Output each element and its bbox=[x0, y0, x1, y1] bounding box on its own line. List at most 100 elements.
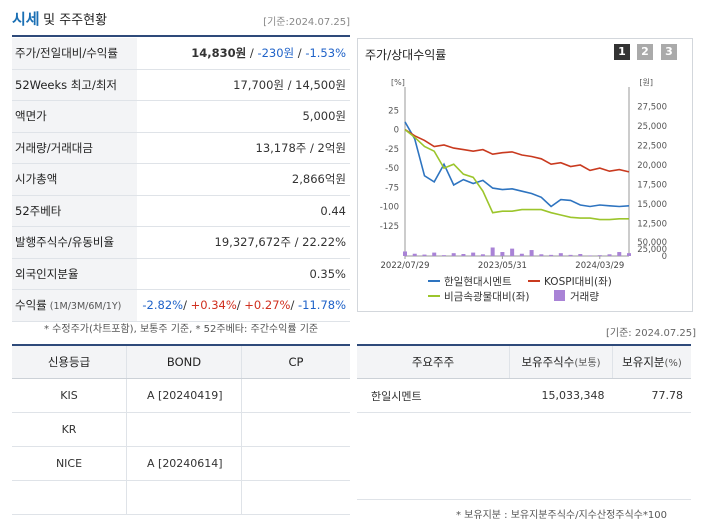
volume-bar bbox=[422, 254, 427, 256]
volume-bar bbox=[510, 248, 515, 256]
market-row: 52Weeks 최고/최저 17,700원 / 14,500원 bbox=[12, 69, 350, 101]
market-row-value: 0.44 bbox=[137, 195, 350, 227]
credit-col-bond: BOND bbox=[126, 346, 242, 379]
right-axis-unit: [원] bbox=[639, 78, 653, 87]
chart-page-3-button[interactable]: 3 bbox=[661, 44, 677, 60]
price-return-chart: [%] [원] 25 0 -25 -50 -75 -100 -125 27,500 25,000 22… bbox=[380, 78, 667, 303]
volume-bar bbox=[539, 254, 544, 256]
holder-row: 한일시멘트 15,033,348 77.78 bbox=[357, 378, 691, 413]
left-tick-label: 25 bbox=[388, 106, 399, 116]
volume-bar bbox=[568, 254, 573, 256]
market-info-table: 주가/전일대비/수익률 14,830원 / -230원 / -1.53% 52Wee… bbox=[12, 38, 350, 322]
credit-agency bbox=[12, 480, 127, 515]
volume-tick-label: 25,000 bbox=[637, 245, 667, 255]
market-row-label-text: 외국인지분율 bbox=[15, 266, 79, 281]
market-row-label-text: 52주베타 bbox=[15, 203, 62, 218]
right-tick-label: 22,500 bbox=[637, 142, 667, 152]
chart-page-2-button[interactable]: 2 bbox=[637, 44, 653, 60]
market-row-label: 52주베타 bbox=[12, 195, 137, 227]
volume-bar bbox=[617, 252, 622, 256]
market-row: 수익률 (1M/3M/6M/1Y) -2.82%/ +0.34%/ +0.27%/… bbox=[12, 289, 350, 322]
market-value-part: -11.78% bbox=[298, 298, 346, 313]
credit-rule bbox=[12, 344, 350, 346]
market-row-label: 거래량/거래대금 bbox=[12, 132, 137, 164]
chart-title: 주가/상대수익률 bbox=[365, 48, 447, 62]
market-value-part: 0.35% bbox=[309, 266, 346, 281]
left-tick-label: 0 bbox=[394, 126, 399, 136]
market-row-label-text: 거래량/거래대금 bbox=[15, 140, 93, 155]
volume-tick-label: 50,000 bbox=[637, 238, 667, 248]
market-row-value: -2.82%/ +0.34%/ +0.27%/ -11.78% bbox=[137, 289, 350, 322]
holder-date: [기준: 2024.07.25] bbox=[606, 328, 697, 339]
left-tick-label: -100 bbox=[380, 203, 399, 213]
volume-bar bbox=[597, 255, 602, 256]
market-value-part: +0.34% bbox=[190, 298, 237, 313]
holder-table-filler bbox=[357, 408, 691, 500]
legend-label: 거래량 bbox=[570, 291, 599, 303]
holder-name: 한일시멘트 bbox=[357, 378, 510, 413]
left-tick-label: -50 bbox=[385, 164, 399, 174]
market-row-value: 17,700원 / 14,500원 bbox=[137, 69, 350, 101]
market-row-label: 액면가 bbox=[12, 100, 137, 133]
holder-col-pct-label: 보유지분 bbox=[622, 355, 665, 369]
volume-tick-label: 0 bbox=[662, 252, 667, 262]
volume-bar bbox=[412, 253, 417, 256]
volume-bar bbox=[432, 252, 437, 256]
x-tick-label: 2023/05/31 bbox=[478, 261, 527, 271]
credit-agency: KR bbox=[12, 412, 127, 447]
right-tick-label: 27,500 bbox=[637, 103, 667, 113]
market-row: 외국인지분율 0.35% bbox=[12, 258, 350, 290]
market-row-label-text: 수익률 bbox=[15, 298, 47, 313]
market-row-label-text: 액면가 bbox=[15, 109, 47, 124]
chart-page-1-button[interactable]: 1 bbox=[614, 44, 630, 60]
market-value-part: +0.27% bbox=[244, 298, 291, 313]
market-row-value: 5,000원 bbox=[137, 100, 350, 133]
bond-rating bbox=[126, 412, 242, 447]
holder-shares: 15,033,348 bbox=[509, 378, 613, 413]
series-line bbox=[404, 121, 630, 208]
credit-row: NICE A [20240614] bbox=[12, 446, 350, 481]
market-row-value: 13,178주 / 2억원 bbox=[137, 132, 350, 164]
x-tick-label: 2022/07/29 bbox=[381, 261, 430, 271]
volume-bar bbox=[558, 253, 563, 256]
left-tick-label: -125 bbox=[380, 222, 399, 232]
reference-date: [기준:2024.07.25] bbox=[263, 17, 350, 28]
right-tick-label: 15,000 bbox=[637, 200, 667, 210]
market-value-part: / bbox=[246, 46, 258, 61]
market-value-part: 0.44 bbox=[320, 203, 346, 218]
holder-col-pct-sub: (%) bbox=[664, 358, 682, 369]
market-value-part: / bbox=[294, 46, 306, 61]
volume-bar bbox=[441, 255, 446, 256]
market-row-label: 시가총액 bbox=[12, 163, 137, 196]
bond-rating bbox=[126, 480, 242, 515]
credit-col-rating: 신용등급 bbox=[12, 346, 127, 379]
volume-bar bbox=[480, 254, 485, 256]
credit-row: KIS A [20240419] bbox=[12, 378, 350, 413]
credit-row bbox=[12, 480, 350, 515]
legend-label: 한일현대시멘트 bbox=[444, 275, 512, 288]
volume-bar bbox=[627, 253, 631, 256]
right-tick-label: 20,000 bbox=[637, 161, 667, 171]
market-value-part: -2.82% bbox=[142, 298, 184, 313]
holder-footnote: * 보유지분 : 보유지분주식수/지수산정주식수*100 bbox=[456, 510, 667, 521]
holder-col-pct: 보유지분(%) bbox=[612, 346, 691, 379]
section-header: 시세 및 주주현황 [기준:2024.07.25] bbox=[12, 8, 350, 30]
market-row: 발행주식수/유동비율 19,327,672주 / 22.22% bbox=[12, 226, 350, 259]
cp-rating bbox=[241, 378, 350, 413]
market-row-value: 14,830원 / -230원 / -1.53% bbox=[137, 38, 350, 70]
market-row-label-text: 시가총액 bbox=[15, 172, 58, 187]
credit-agency: NICE bbox=[12, 446, 127, 481]
cp-rating bbox=[241, 446, 350, 481]
volume-bar bbox=[471, 252, 476, 256]
volume-bar bbox=[588, 255, 593, 256]
legend-label: KOSPI대비(좌) bbox=[544, 276, 612, 288]
market-footnote: * 수정주가(차트포함), 보통주 기준, * 52주베타: 주간수익률 기준 bbox=[44, 324, 319, 335]
section-title-sub: 및 주주현황 bbox=[43, 13, 108, 28]
volume-bar bbox=[607, 254, 612, 256]
market-row-value: 0.35% bbox=[137, 258, 350, 290]
volume-bar bbox=[461, 254, 466, 256]
holder-col-shares-label: 보유주식수 bbox=[521, 355, 575, 369]
market-value-part: 14,830원 bbox=[191, 46, 247, 61]
volume-bar bbox=[529, 250, 534, 256]
market-row-value: 2,866억원 bbox=[137, 163, 350, 196]
